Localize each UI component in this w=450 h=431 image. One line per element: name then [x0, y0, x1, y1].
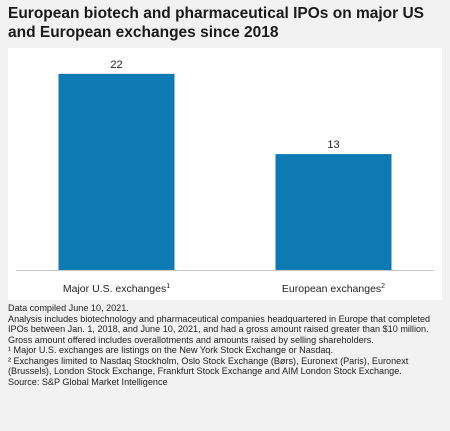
chart-notes: Data compiled June 10, 2021. Analysis in… [8, 303, 444, 387]
category-footnote-marker-1: 1 [166, 283, 170, 290]
category-label-text-2: European exchanges [282, 283, 381, 295]
bar-value-label-2: 13 [327, 139, 339, 151]
category-label-1: Major U.S. exchanges1 [63, 283, 170, 295]
note-source: Source: S&P Global Market Intelligence [8, 376, 168, 387]
note-compiled: Data compiled June 10, 2021. [8, 303, 129, 313]
bar-value-label-1: 22 [110, 59, 122, 71]
chart-area: 22 Major U.S. exchanges1 13 European exchan… [8, 48, 442, 300]
category-label-text-1: Major U.S. exchanges [63, 283, 166, 295]
category-footnote-marker-2: 2 [381, 283, 385, 290]
note-analysis: Analysis includes biotechnology and phar… [8, 313, 431, 335]
footnote-2: ² Exchanges limited to Nasdaq Stockholm,… [8, 355, 409, 377]
note-gross: Gross amount offered includes overallotm… [8, 334, 374, 345]
bar-chart: 22 Major U.S. exchanges1 13 European exchan… [16, 59, 434, 295]
bar-1 [58, 73, 175, 270]
category-label-2: European exchanges2 [282, 283, 385, 295]
chart-title: European biotech and pharmaceutical IPOs… [8, 5, 425, 41]
bar-2 [275, 154, 392, 270]
footnote-1: ¹ Major U.S. exchanges are listings on t… [8, 345, 334, 355]
